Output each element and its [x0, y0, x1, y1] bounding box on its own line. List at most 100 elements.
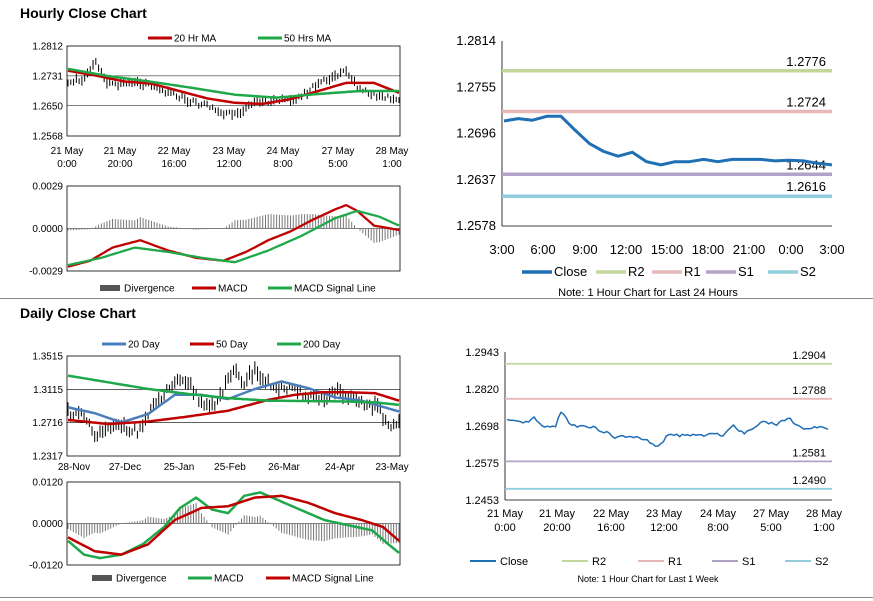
daily-levels-x-tick-date: 28 May — [806, 508, 843, 520]
hourly-levels-y-tick: 1.2637 — [456, 172, 496, 187]
section-divider — [0, 298, 873, 299]
hourly-levels-legend-label: S1 — [738, 264, 754, 279]
daily-levels-x-tick-date: 21 May — [539, 508, 576, 520]
hourly-levels-y-tick: 1.2696 — [456, 126, 496, 141]
daily-levels-legend-label: R2 — [592, 556, 606, 568]
daily-levels-note: Note: 1 Hour Chart for Last 1 Week — [578, 574, 719, 584]
hourly-macd-y-tick: 0.0000 — [32, 224, 63, 235]
daily-legend-20day-label: 20 Day — [128, 340, 160, 351]
daily-levels-x-tick-time: 8:00 — [707, 522, 728, 534]
hourly-levels-y-tick: 1.2755 — [456, 79, 496, 94]
daily-levels-x-tick-date: 23 May — [646, 508, 683, 520]
daily-levels-y-tick: 1.2943 — [465, 347, 499, 359]
daily-levels-x-tick-time: 5:00 — [760, 522, 781, 534]
hourly-x-tick-time: 0:00 — [57, 159, 77, 170]
daily-levels-legend-label: R1 — [668, 556, 682, 568]
hourly-levels-x-tick: 9:00 — [572, 242, 597, 257]
hourly-legend-ma20-label: 20 Hr MA — [174, 34, 217, 45]
hourly-levels-x-tick: 3:00 — [489, 242, 514, 257]
daily-price-y-tick: 1.2317 — [32, 452, 63, 463]
daily-levels-y-tick: 1.2453 — [465, 495, 499, 507]
hourly-legend-divergence-swatch — [100, 285, 120, 291]
daily-levels-level-label-r1: 1.2788 — [792, 385, 826, 397]
hourly-levels-legend-label: Close — [554, 264, 587, 279]
bottom-divider — [0, 597, 873, 598]
hourly-x-tick-date: 22 May — [158, 146, 191, 157]
hourly-legend-divergence-label: Divergence — [124, 284, 175, 295]
daily-x-tick: 25-Feb — [214, 462, 246, 473]
hourly-price-y-tick: 1.2731 — [32, 71, 63, 82]
daily-x-tick: 25-Jan — [164, 462, 195, 473]
daily-price-y-tick: 1.3115 — [33, 385, 63, 396]
daily-legend-signal-label: MACD Signal Line — [292, 574, 374, 585]
daily-levels-legend-label: S2 — [815, 556, 828, 568]
hourly-x-tick-time: 8:00 — [273, 159, 293, 170]
daily-levels-x-tick-time: 0:00 — [494, 522, 515, 534]
hourly-x-tick-date: 28 May — [376, 146, 409, 157]
hourly-levels-level-label-s2: 1.2616 — [786, 179, 826, 194]
hourly-signal-line — [67, 209, 400, 267]
hourly-levels-level-label-r2: 1.2776 — [786, 54, 826, 69]
daily-levels-legend-label: S1 — [742, 556, 755, 568]
daily-ma50-line — [67, 391, 400, 426]
hourly-x-tick-time: 20:00 — [107, 159, 132, 170]
hourly-levels-legend-label: S2 — [800, 264, 816, 279]
hourly-legend-signal-label: MACD Signal Line — [294, 284, 376, 295]
hourly-levels-x-tick: 18:00 — [692, 242, 725, 257]
hourly-x-tick-time: 12:00 — [216, 159, 241, 170]
daily-price-y-tick: 1.2716 — [32, 418, 63, 429]
daily-ma200-line — [67, 374, 400, 407]
daily-legend-200day-label: 200 Day — [303, 340, 340, 351]
hourly-x-tick-date: 23 May — [213, 146, 246, 157]
hourly-price-y-tick: 1.2650 — [32, 101, 63, 112]
hourly-x-tick-date: 21 May — [104, 146, 137, 157]
daily-levels-x-tick-date: 27 May — [753, 508, 790, 520]
hourly-price-y-tick: 1.2568 — [32, 132, 63, 143]
hourly-x-tick-time: 16:00 — [161, 159, 186, 170]
hourly-ma20-line — [67, 69, 400, 106]
daily-levels-x-tick-date: 24 May — [700, 508, 737, 520]
hourly-levels-y-tick: 1.2814 — [456, 33, 496, 48]
daily-levels-x-tick-date: 21 May — [487, 508, 524, 520]
hourly-levels-x-tick: 12:00 — [610, 242, 643, 257]
hourly-x-tick-time: 5:00 — [328, 159, 348, 170]
hourly-levels-x-tick: 6:00 — [530, 242, 555, 257]
daily-levels-level-label-r2: 1.2904 — [792, 350, 826, 362]
hourly-levels-x-tick: 3:00 — [819, 242, 844, 257]
daily-macd-y-tick: 0.0120 — [32, 478, 63, 489]
hourly-macd-y-tick: -0.0029 — [29, 267, 63, 278]
daily-ma20-line — [67, 380, 400, 424]
hourly-price-frame — [66, 45, 401, 137]
hourly-x-tick-date: 27 May — [322, 146, 355, 157]
daily-x-tick: 24-Apr — [325, 462, 356, 473]
daily-levels-level-label-s1: 1.2581 — [792, 447, 826, 459]
daily-levels-x-tick-date: 22 May — [593, 508, 630, 520]
daily-price-y-tick: 1.3515 — [32, 352, 63, 363]
hourly-levels-note: Note: 1 Hour Chart for Last 24 Hours — [558, 287, 738, 299]
daily-legend-macd-label: MACD — [214, 574, 243, 585]
hourly-levels-x-tick: 21:00 — [733, 242, 766, 257]
daily-levels-x-tick-time: 1:00 — [813, 522, 834, 534]
hourly-close-line — [503, 114, 833, 167]
hourly-section-title: Hourly Close Chart — [20, 5, 147, 21]
daily-levels-x-tick-time: 16:00 — [597, 522, 625, 534]
daily-levels-level-label-s2: 1.2490 — [792, 475, 826, 487]
hourly-macd-line — [67, 203, 400, 268]
hourly-levels-legend-label: R1 — [684, 264, 701, 279]
daily-legend-divergence-swatch — [92, 575, 112, 581]
hourly-x-tick-date: 24 May — [267, 146, 300, 157]
daily-price-frame — [66, 355, 401, 457]
daily-levels-legend-label: Close — [500, 556, 528, 568]
hourly-x-tick-date: 21 May — [51, 146, 84, 157]
hourly-levels-legend-label: R2 — [628, 264, 645, 279]
daily-macd-y-tick: 0.0000 — [32, 519, 63, 530]
hourly-levels-x-tick: 0:00 — [778, 242, 803, 257]
daily-levels-x-tick-time: 20:00 — [543, 522, 571, 534]
hourly-legend-ma50-label: 50 Hrs MA — [284, 34, 332, 45]
hourly-macd-y-tick: 0.0029 — [32, 182, 63, 193]
hourly-legend-macd-label: MACD — [218, 284, 247, 295]
hourly-price-y-tick: 1.2812 — [32, 42, 63, 53]
daily-macd-y-tick: -0.0120 — [29, 561, 63, 572]
daily-levels-y-tick: 1.2575 — [465, 458, 499, 470]
